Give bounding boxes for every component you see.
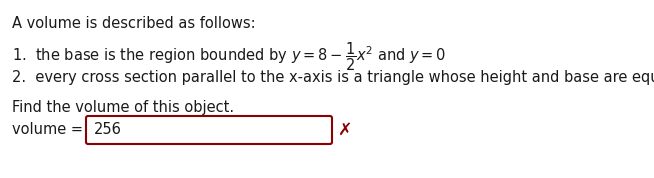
Text: A volume is described as follows:: A volume is described as follows:	[12, 16, 256, 31]
Text: 2.  every cross section parallel to the x-axis is a triangle whose height and ba: 2. every cross section parallel to the x…	[12, 70, 654, 85]
FancyBboxPatch shape	[86, 116, 332, 144]
Text: volume =: volume =	[12, 122, 88, 137]
Text: 256: 256	[94, 122, 122, 137]
Text: Find the volume of this object.: Find the volume of this object.	[12, 100, 234, 115]
Text: 1.  the base is the region bounded by $y = 8 - \dfrac{1}{2}x^2$ and $y = 0$: 1. the base is the region bounded by $y …	[12, 40, 446, 73]
Text: ✗: ✗	[338, 121, 353, 139]
